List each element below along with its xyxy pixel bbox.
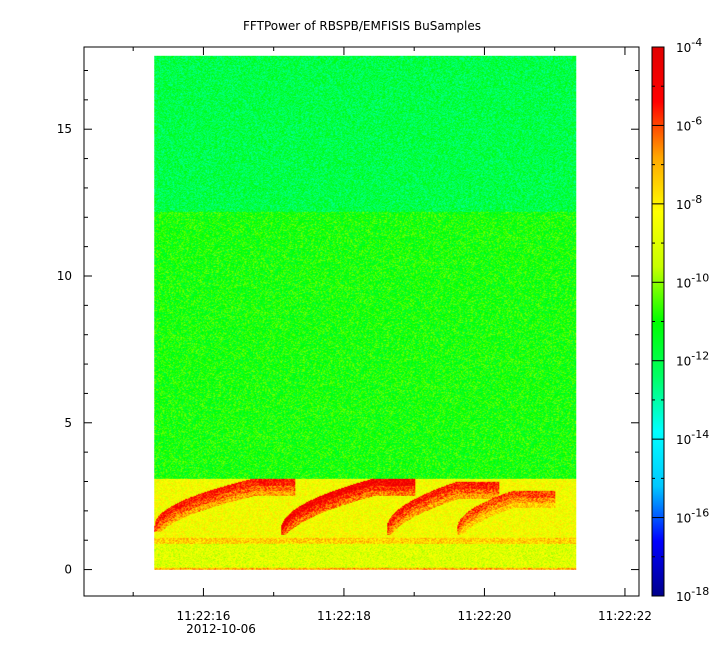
- colorbar-tick-label: 10-6: [676, 114, 702, 133]
- colorbar-tick-label: 10-14: [676, 428, 709, 447]
- chart-title: FFTPower of RBSPB/EMFISIS BuSamples: [243, 19, 481, 33]
- y-tick-label: 15: [57, 122, 72, 136]
- colorbar-tick-label: 10-18: [676, 585, 709, 604]
- x-tick-label: 11:22:18: [317, 609, 371, 623]
- y-tick-label: 5: [64, 416, 72, 430]
- y-tick-label: 0: [64, 563, 72, 577]
- colorbar-tick-exponent: -10: [691, 271, 709, 284]
- x-tick-label: 11:22:20: [457, 609, 511, 623]
- colorbar-tick-exponent: -16: [691, 507, 709, 520]
- colorbar-tick-base: 10: [676, 119, 691, 133]
- colorbar-tick-exponent: -12: [691, 350, 709, 363]
- colorbar-tick-base: 10: [676, 590, 691, 604]
- colorbar-tick-base: 10: [676, 276, 691, 290]
- colorbar-tick-exponent: -6: [691, 114, 702, 127]
- colorbar-tick-base: 10: [676, 198, 691, 212]
- colorbar-tick-exponent: -14: [691, 428, 709, 441]
- plot-area: [154, 55, 577, 570]
- y-tick-label: 10: [57, 269, 72, 283]
- colorbar-tick-base: 10: [676, 433, 691, 447]
- colorbar-tick-base: 10: [676, 355, 691, 369]
- colorbar-tick-label: 10-4: [676, 36, 702, 55]
- x-tick-label: 11:22:16: [176, 609, 230, 623]
- colorbar-tick-exponent: -18: [691, 585, 709, 598]
- colorbar-tick-exponent: -4: [691, 36, 702, 49]
- colorbar-tick-base: 10: [676, 512, 691, 526]
- colorbar-tick-label: 10-8: [676, 193, 702, 212]
- x-axis: 11:22:16 11:22:18 11:22:20 11:22:22: [132, 47, 652, 623]
- colorbar-tick-label: 10-16: [676, 507, 709, 526]
- colorbar-tick-exponent: -8: [691, 193, 702, 206]
- colorbar-tick-label: 10-10: [676, 271, 709, 290]
- spectrogram-image: [154, 55, 577, 570]
- y-axis: 0 5 10 15: [57, 69, 639, 577]
- x-axis-date-label: 2012-10-06: [186, 622, 256, 636]
- colorbar-tick-base: 10: [676, 41, 691, 55]
- x-tick-label: 11:22:22: [598, 609, 652, 623]
- colorbar-tick-label: 10-12: [676, 350, 709, 369]
